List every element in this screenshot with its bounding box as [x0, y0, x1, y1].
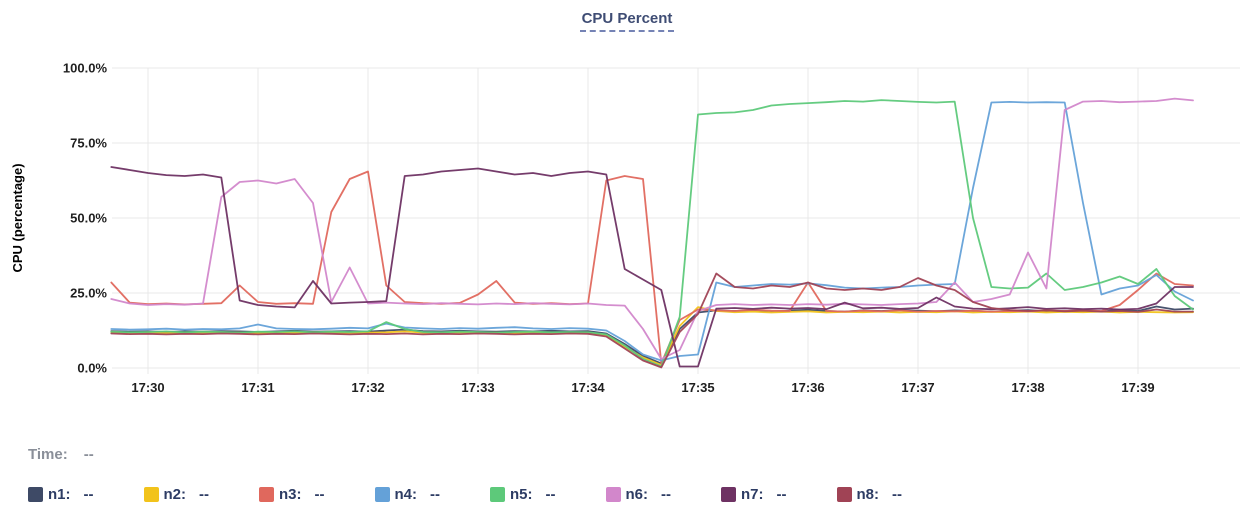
time-readout-value: --	[83, 446, 94, 463]
legend-label-n2: n2:	[163, 486, 187, 503]
series-line-n2	[110, 306, 1194, 366]
x-axis-tick-label: 17:37	[901, 380, 934, 395]
series-line-n4	[110, 101, 1194, 362]
legend-swatch-n1[interactable]	[28, 487, 43, 502]
x-axis-tick-label: 17:34	[571, 380, 605, 395]
legend-item-n2[interactable]: n2: --	[143, 486, 209, 503]
series-line-n5	[110, 99, 1194, 368]
legend-item-n4[interactable]: n4: --	[374, 486, 440, 503]
legend-value-n6: --	[661, 486, 671, 503]
y-axis-tick-label: 100.0%	[63, 61, 108, 76]
legend-label-n1: n1:	[48, 486, 71, 503]
x-axis-tick-label: 17:30	[131, 380, 164, 395]
time-readout: Time: --	[28, 446, 94, 463]
legend-swatch-n7[interactable]	[721, 487, 736, 502]
legend-swatch-n2[interactable]	[143, 487, 159, 502]
legend-item-n7[interactable]: n7: --	[721, 486, 787, 503]
legend-value-n7: --	[776, 486, 787, 503]
legend-value-n4: --	[430, 486, 440, 503]
legend-item-n5[interactable]: n5: --	[490, 486, 556, 503]
legend-value-n8: --	[892, 486, 902, 503]
legend-label-n4: n4:	[394, 486, 418, 503]
x-axis-tick-label: 17:32	[351, 380, 384, 395]
y-axis-tick-label: 50.0%	[70, 211, 107, 226]
legend-label-n3: n3:	[279, 486, 302, 503]
x-axis-tick-label: 17:39	[1121, 380, 1154, 395]
legend-value-n1: --	[83, 486, 94, 503]
y-axis-tick-label: 75.0%	[70, 136, 107, 151]
series-legend: n1: -- n2: -- n3: -- n4: -- n5: -- n6: -- n7: -- n8: --	[28, 486, 902, 503]
y-axis-title: CPU (percentage)	[10, 163, 25, 272]
x-axis-tick-label: 17:36	[791, 380, 824, 395]
legend-value-n2: --	[199, 486, 209, 503]
legend-label-n8: n8:	[856, 486, 880, 503]
legend-label-n5: n5:	[510, 486, 533, 503]
legend-swatch-n8[interactable]	[836, 487, 852, 502]
legend-swatch-n4[interactable]	[374, 487, 390, 502]
x-axis-tick-label: 17:33	[461, 380, 494, 395]
legend-swatch-n5[interactable]	[490, 487, 505, 502]
legend-value-n3: --	[314, 486, 325, 503]
series-line-n8	[110, 272, 1194, 369]
x-axis-tick-label: 17:31	[241, 380, 274, 395]
legend-item-n6[interactable]: n6: --	[605, 486, 671, 503]
y-axis-tick-label: 0.0%	[77, 361, 107, 376]
y-axis-tick-label: 25.0%	[70, 286, 107, 301]
legend-item-n3[interactable]: n3: --	[259, 486, 325, 503]
cpu-line-chart-canvas[interactable]: 0.0% 25.0% 50.0% 75.0% 100.0% 17:30 17:31 17:32…	[0, 0, 1254, 404]
legend-item-n8[interactable]: n8: --	[836, 486, 902, 503]
chart-title[interactable]: CPU Percent	[579, 10, 675, 32]
legend-label-n6: n6:	[625, 486, 649, 503]
legend-swatch-n3[interactable]	[259, 487, 274, 502]
series-line-n7	[110, 166, 1194, 368]
chart-title-row: CPU Percent	[0, 10, 1254, 32]
series-line-n6	[110, 97, 1194, 360]
series-line-n1	[110, 305, 1194, 365]
legend-swatch-n6[interactable]	[605, 487, 621, 502]
legend-value-n5: --	[545, 486, 556, 503]
legend-label-n7: n7:	[741, 486, 764, 503]
x-axis-tick-label: 17:38	[1011, 380, 1044, 395]
time-readout-label: Time:	[28, 446, 68, 463]
legend-item-n1[interactable]: n1: --	[28, 486, 94, 503]
x-axis-tick-label: 17:35	[681, 380, 714, 395]
